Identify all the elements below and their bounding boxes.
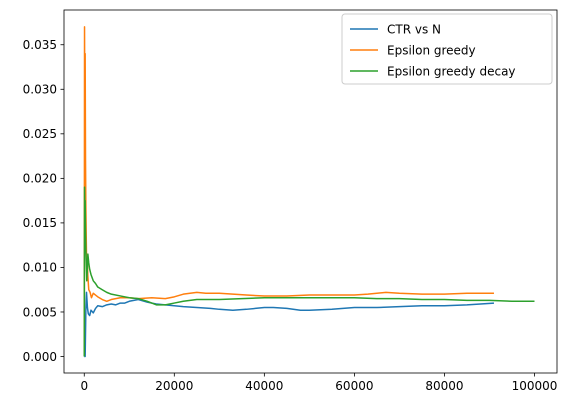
y-tick-label: 0.010	[23, 261, 57, 275]
y-tick-label: 0.030	[23, 83, 57, 97]
y-tick-label: 0.000	[23, 350, 57, 364]
y-tick-label: 0.025	[23, 127, 57, 141]
plot-area	[83, 26, 535, 358]
series-line-3	[83, 186, 535, 357]
y-tick-label: 0.035	[23, 38, 57, 52]
legend-label: Epsilon greedy	[387, 43, 476, 57]
legend-label: Epsilon greedy decay	[387, 64, 516, 78]
legend-label: CTR vs N	[387, 22, 441, 36]
x-tick-label: 80000	[425, 379, 463, 393]
y-tick-label: 0.015	[23, 216, 57, 230]
x-tick-label: 100000	[512, 379, 558, 393]
x-tick-label: 0	[80, 379, 88, 393]
x-tick-label: 20000	[155, 379, 193, 393]
legend: CTR vs N Epsilon greedy Epsilon greedy dec…	[341, 13, 553, 85]
x-tick-label: 40000	[245, 379, 283, 393]
legend-box	[341, 13, 553, 85]
axes-frame	[63, 9, 558, 374]
y-tick-label: 0.005	[23, 305, 57, 319]
x-tick-label: 60000	[335, 379, 373, 393]
x-axis: 0 20000 40000 60000 80000 100000	[80, 373, 557, 393]
y-tick-label: 0.020	[23, 172, 57, 186]
y-axis: 0.000 0.005 0.010 0.015 0.020 0.025 0.030 0.035	[23, 38, 64, 364]
